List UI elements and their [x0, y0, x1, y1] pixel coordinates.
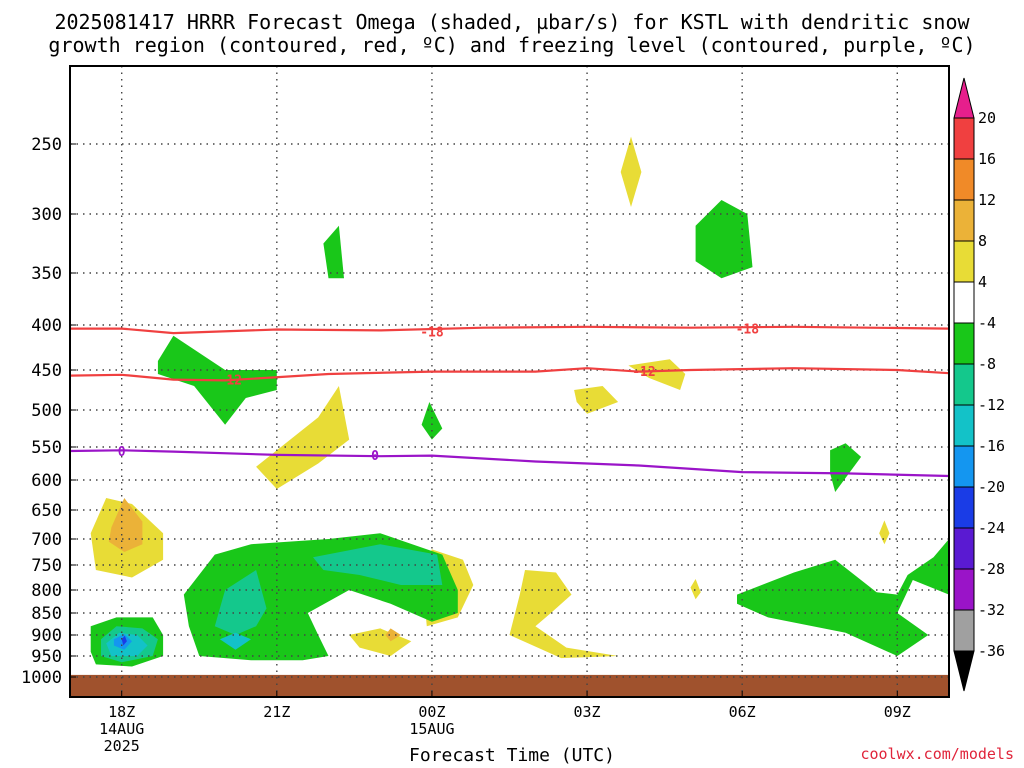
y-tick-label: 900 [31, 626, 62, 646]
omega-region [121, 635, 127, 646]
contour-line [70, 325, 949, 335]
omega-region [385, 628, 401, 642]
omega-region [421, 402, 443, 440]
colorbar-box [953, 240, 975, 283]
colorbar-label: 12 [978, 191, 996, 209]
colorbar-label: -4 [978, 314, 996, 332]
y-tick-label: 800 [31, 581, 62, 601]
colorbar-box [953, 281, 975, 324]
plot-frame [69, 65, 950, 698]
colorbar-box [953, 527, 975, 570]
omega-region [323, 225, 344, 279]
colorbar-label: 20 [978, 109, 996, 127]
y-tick-label: 700 [31, 530, 62, 550]
omega-region [737, 539, 949, 656]
colorbar-label: 8 [978, 232, 987, 250]
contour-label: -12 [632, 365, 655, 380]
x-tick-label: 03Z [574, 703, 601, 721]
terrain-fill [70, 674, 949, 697]
contour-lines: -18 -18 -12 -12 0 0 [70, 323, 949, 478]
contour-label: 0 [118, 445, 126, 460]
colorbar-top-arrow [953, 77, 975, 119]
y-tick-label: 250 [31, 135, 62, 155]
x-tick-label: 09Z [884, 703, 911, 721]
terrain [70, 674, 949, 697]
omega-region [219, 632, 251, 650]
omega-region [628, 359, 686, 390]
x-tick-label: 14AUG [99, 720, 144, 738]
contour-line [70, 367, 949, 382]
colorbar-box [953, 363, 975, 406]
colorbar-box [953, 445, 975, 488]
contour-label: -18 [736, 323, 760, 338]
x-tick-label: 21Z [263, 703, 290, 721]
chart-title-line1: 2025081417 HRRR Forecast Omega (shaded, … [54, 10, 970, 34]
colorbar-box [953, 404, 975, 447]
y-tick-label: 550 [31, 438, 62, 458]
colorbar-label: -28 [978, 560, 1005, 578]
colorbar-box [953, 568, 975, 611]
omega-region [349, 628, 412, 656]
contour-line [70, 449, 949, 478]
y-tick-label: 450 [31, 361, 62, 381]
colorbar: 20 16 12 8 4 -4 -8 -12 -16 -20 -24 -28 -32 -36 [953, 77, 1005, 692]
omega-region [108, 498, 143, 552]
omega-region [574, 386, 619, 414]
colorbar-label: -36 [978, 642, 1005, 660]
y-tick-label: 850 [31, 604, 62, 624]
colorbar-label: -20 [978, 478, 1005, 496]
omega-region [214, 570, 267, 635]
credit-link[interactable]: coolwx.com/models [860, 745, 1014, 763]
colorbar-box [953, 322, 975, 365]
omega-region [256, 386, 350, 489]
colorbar-label: -8 [978, 355, 996, 373]
omega-shading [90, 136, 949, 667]
omega-region [313, 544, 443, 585]
contour-label: -18 [420, 325, 444, 340]
y-axis-ticks: 2503003504004505005506006507007508008509… [21, 135, 76, 688]
colorbar-box [953, 609, 975, 652]
y-tick-label: 300 [31, 205, 62, 225]
colorbar-label: -16 [978, 437, 1005, 455]
omega-region [620, 136, 642, 207]
colorbar-label: -24 [978, 519, 1005, 537]
colorbar-box [953, 158, 975, 201]
contour-label: -12 [219, 374, 242, 389]
x-tick-label: 00Z [418, 703, 445, 721]
omega-region [830, 443, 862, 492]
x-tick-label: 15AUG [409, 720, 454, 738]
x-axis-title: Forecast Time (UTC) [409, 745, 615, 766]
omega-region [509, 570, 619, 659]
y-tick-label: 750 [31, 556, 62, 576]
omega-region [879, 520, 890, 545]
y-tick-label: 1000 [21, 668, 62, 688]
colorbar-box [953, 117, 975, 160]
chart-title-line2: growth region (contoured, red, ºC) and f… [48, 33, 976, 57]
omega-region [695, 200, 753, 279]
colorbar-label: -12 [978, 396, 1005, 414]
y-tick-label: 600 [31, 471, 62, 491]
y-tick-label: 400 [31, 316, 62, 336]
y-tick-label: 950 [31, 647, 62, 667]
colorbar-label: -32 [978, 601, 1005, 619]
gridlines [70, 66, 949, 697]
colorbar-bottom-arrow [953, 650, 975, 692]
y-tick-label: 650 [31, 501, 62, 521]
colorbar-box [953, 486, 975, 529]
x-tick-label: 06Z [729, 703, 756, 721]
contour-label: 0 [371, 449, 379, 464]
colorbar-label: 4 [978, 273, 987, 291]
x-tick-label: 18Z [108, 703, 135, 721]
y-tick-label: 350 [31, 264, 62, 284]
colorbar-label: 16 [978, 150, 996, 168]
y-tick-label: 500 [31, 401, 62, 421]
colorbar-box [953, 199, 975, 242]
omega-region [690, 579, 701, 600]
x-tick-label: 2025 [104, 737, 140, 755]
